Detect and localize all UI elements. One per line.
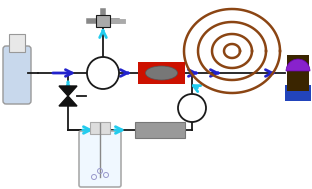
Wedge shape (286, 59, 310, 71)
FancyBboxPatch shape (3, 46, 31, 104)
FancyBboxPatch shape (135, 122, 185, 138)
FancyBboxPatch shape (96, 15, 110, 27)
Circle shape (87, 57, 119, 89)
FancyBboxPatch shape (138, 62, 185, 84)
Polygon shape (59, 86, 77, 96)
FancyBboxPatch shape (9, 34, 25, 52)
FancyBboxPatch shape (287, 55, 309, 95)
Ellipse shape (145, 66, 178, 80)
Circle shape (178, 94, 206, 122)
Polygon shape (59, 96, 77, 106)
FancyBboxPatch shape (285, 85, 311, 93)
FancyBboxPatch shape (79, 131, 121, 187)
FancyBboxPatch shape (285, 91, 311, 101)
FancyBboxPatch shape (90, 122, 110, 134)
